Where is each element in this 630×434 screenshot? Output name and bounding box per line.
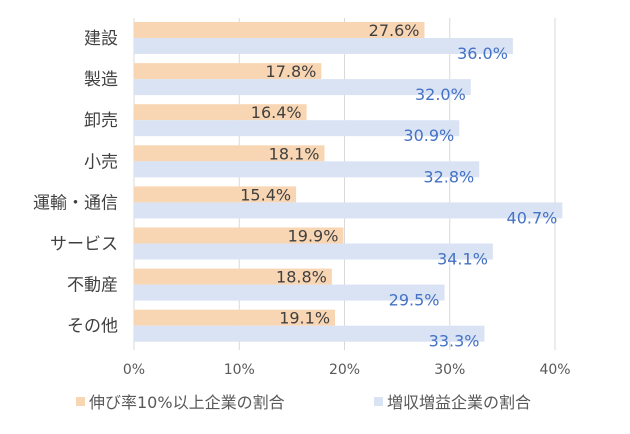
category-label: その他: [67, 317, 118, 337]
category-label: 建設: [84, 29, 118, 49]
data-label: 40.7%: [507, 208, 558, 227]
bar-growth10: [134, 227, 344, 244]
bar-profit-increase: [134, 79, 471, 96]
data-label: 15.4%: [240, 185, 291, 204]
x-tick-label: 40%: [539, 362, 570, 378]
data-label: 19.1%: [279, 309, 330, 328]
bar-profit-increase: [134, 38, 513, 54]
bar-profit-increase: [134, 120, 460, 137]
x-tick-label: 10%: [224, 362, 255, 378]
bar-growth10: [134, 145, 325, 162]
data-label: 29.5%: [389, 291, 440, 310]
category-label: 製造: [84, 70, 118, 90]
data-label: 16.4%: [251, 103, 302, 122]
bar-growth10: [134, 268, 332, 285]
data-label: 18.8%: [276, 268, 327, 287]
category-label: 運輸・通信: [33, 193, 118, 213]
data-label: 27.6%: [369, 21, 420, 40]
bar-growth10: [134, 186, 297, 203]
category-label: サービス: [50, 235, 118, 255]
legend-label: 増収増益企業の割合: [387, 393, 531, 412]
bar-growth10: [134, 63, 322, 80]
data-label: 33.3%: [429, 332, 480, 351]
x-tick-label: 30%: [434, 362, 465, 378]
data-label: 34.1%: [437, 250, 488, 269]
bar-growth10: [134, 104, 307, 121]
data-label: 30.9%: [403, 126, 454, 145]
data-label: 36.0%: [457, 44, 508, 63]
bar-profit-increase: [134, 202, 563, 219]
data-label: 32.8%: [423, 167, 474, 186]
bar-growth10: [134, 22, 425, 38]
legend-swatch: [374, 397, 383, 406]
category-label: 小売: [84, 152, 118, 172]
bar-profit-increase: [134, 161, 480, 178]
x-tick-label: 20%: [329, 362, 360, 378]
data-label: 32.0%: [415, 85, 466, 104]
legend-label: 伸び率10%以上企業の割合: [89, 393, 285, 412]
bar-growth10: [134, 309, 336, 326]
x-tick-label: 0%: [123, 362, 145, 378]
legend-swatch: [76, 397, 85, 406]
bar-profit-increase: [134, 325, 485, 342]
data-label: 18.1%: [269, 144, 320, 163]
category-label: 卸売: [84, 111, 118, 131]
data-label: 17.8%: [266, 62, 317, 81]
bar-profit-increase: [134, 284, 445, 301]
bar-profit-increase: [134, 243, 493, 260]
category-label: 不動産: [67, 276, 118, 296]
data-label: 19.9%: [288, 227, 339, 246]
